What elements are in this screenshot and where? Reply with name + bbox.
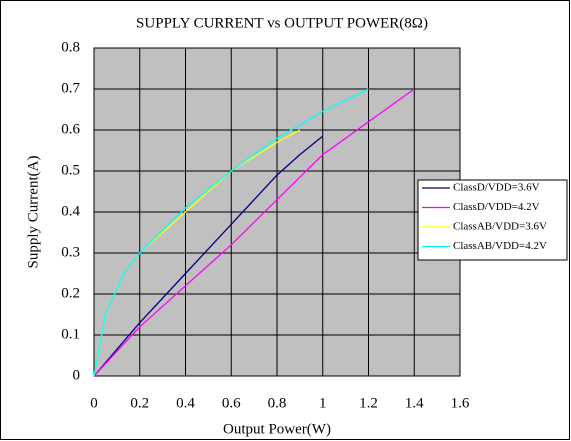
series-line xyxy=(93,88,369,377)
legend-label: ClassAB/VDD=4.2V xyxy=(453,240,547,252)
x-tick-label: 1.2 xyxy=(359,395,378,411)
y-tick-label: 0.7 xyxy=(61,80,80,96)
x-tick-label: 0.8 xyxy=(268,395,287,411)
x-axis-label: Output Power(W) xyxy=(223,421,331,437)
y-axis-label: Supply Current(A) xyxy=(25,156,41,269)
legend-label: ClassD/VDD=4.2V xyxy=(453,201,540,213)
x-tick-label: 0.4 xyxy=(176,395,195,411)
y-tick-label: 0.4 xyxy=(61,203,80,219)
y-tick-label: 0.5 xyxy=(61,162,80,178)
chart-title: SUPPLY CURRENT vs OUTPUT POWER(8Ω) xyxy=(136,15,428,31)
x-tick-label: 0.6 xyxy=(222,395,241,411)
series-line xyxy=(93,88,415,377)
x-tick-label: 0 xyxy=(90,395,98,411)
x-tick-label: 1.4 xyxy=(405,395,424,411)
x-tick-label: 1.6 xyxy=(451,395,470,411)
legend-label: ClassD/VDD=3.6V xyxy=(453,182,540,194)
y-tick-label: 0.6 xyxy=(61,121,80,137)
y-tick-label: 0 xyxy=(73,367,81,383)
y-tick-label: 0.2 xyxy=(61,285,80,301)
y-tick-label: 0.8 xyxy=(61,39,80,55)
y-tick-label: 0.1 xyxy=(61,326,80,342)
legend-label: ClassAB/VDD=3.6V xyxy=(453,221,547,233)
x-tick-label: 0.2 xyxy=(130,395,149,411)
x-tick-label: 1 xyxy=(319,395,327,411)
series-line xyxy=(93,135,324,377)
y-tick-label: 0.3 xyxy=(61,244,80,260)
